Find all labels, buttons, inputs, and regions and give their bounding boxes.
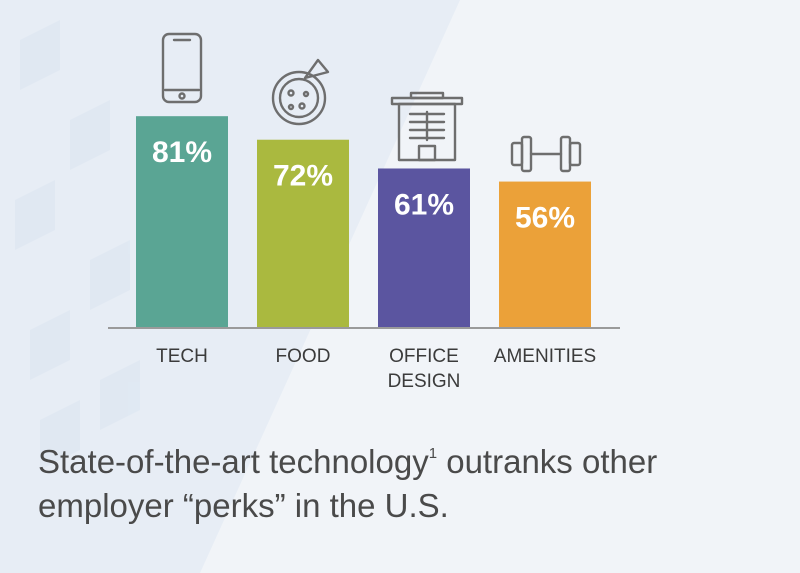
category-label-amenities: AMENITIES [494,346,596,367]
dumbbell-icon [510,135,582,173]
office-building-icon [390,91,464,162]
chart-caption: State-of-the-art technology1 outranks ot… [38,440,778,528]
bar-tech [136,116,228,328]
smartphone-icon [161,32,203,104]
caption-text-before: State-of-the-art technology [38,443,429,480]
bar-chart: 81% TECH 72% FOOD 61% OFFICE DESIGN 56% AMENITIE… [108,32,620,392]
bar-amenities [499,181,591,328]
bar-office-design [378,168,470,328]
category-label-office-design-line-2: DESIGN [388,371,461,392]
caption-footnote-marker: 1 [428,445,438,462]
bar-value-label-amenities: 56% [515,202,575,235]
pizza-icon [271,58,330,126]
bar-value-label-food: 72% [273,160,333,193]
category-label-food: FOOD [276,346,331,367]
bar-food [257,139,349,328]
bar-value-label-tech: 81% [152,136,212,169]
bar-value-label-office-design: 61% [394,188,454,221]
caption-text-after: outranks other employer “perks” in the U… [38,443,658,524]
category-label-tech: TECH [156,346,208,367]
category-label-office-design-line-1: OFFICE [389,346,459,367]
bars-layer: 81% TECH 72% FOOD 61% OFFICE DESIGN 56% AMENITIE… [136,116,596,392]
